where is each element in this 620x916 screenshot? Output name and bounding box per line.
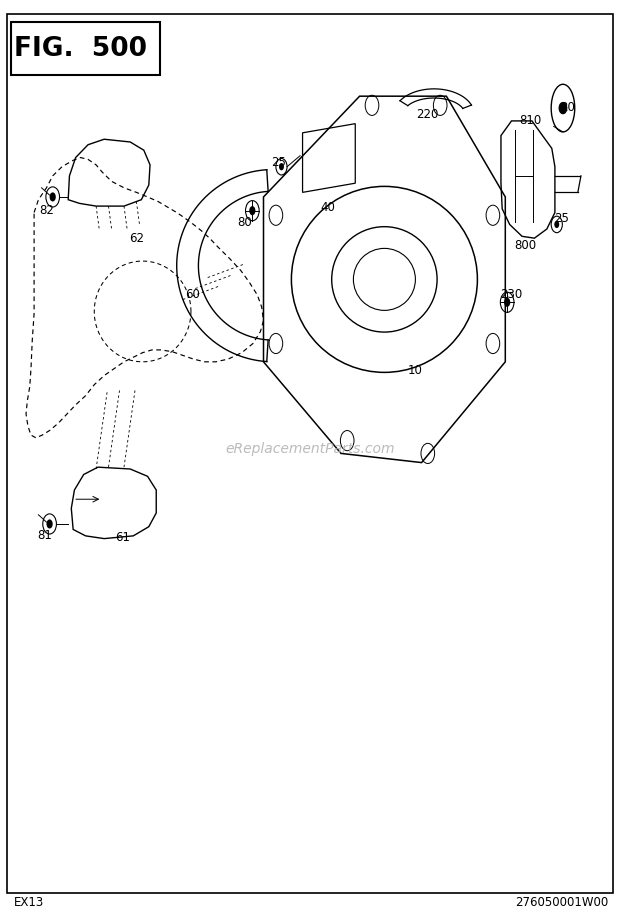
Text: 81: 81 (37, 529, 52, 542)
Text: 230: 230 (500, 289, 523, 301)
Text: 810: 810 (519, 114, 541, 127)
Text: 61: 61 (115, 531, 130, 544)
Circle shape (279, 163, 284, 170)
Circle shape (559, 103, 567, 114)
Text: 60: 60 (185, 289, 200, 301)
Text: 62: 62 (129, 232, 144, 245)
Text: 20: 20 (560, 101, 575, 114)
Text: 25: 25 (272, 156, 286, 169)
Text: 220: 220 (417, 108, 439, 121)
Text: EX13: EX13 (14, 896, 44, 909)
Text: 10: 10 (408, 365, 423, 377)
Text: FIG.  500: FIG. 500 (14, 36, 147, 61)
Bar (11, 22, 160, 75)
Text: 276050001W00: 276050001W00 (516, 896, 609, 909)
Circle shape (46, 519, 53, 529)
Text: eReplacementParts.com: eReplacementParts.com (225, 442, 395, 456)
Circle shape (50, 192, 56, 202)
Text: 40: 40 (320, 202, 335, 214)
Text: 80: 80 (237, 216, 252, 229)
Circle shape (504, 298, 510, 307)
Text: 25: 25 (554, 212, 569, 224)
Circle shape (249, 206, 255, 215)
Text: 82: 82 (39, 204, 54, 217)
Text: 800: 800 (515, 239, 537, 252)
Circle shape (554, 221, 559, 228)
